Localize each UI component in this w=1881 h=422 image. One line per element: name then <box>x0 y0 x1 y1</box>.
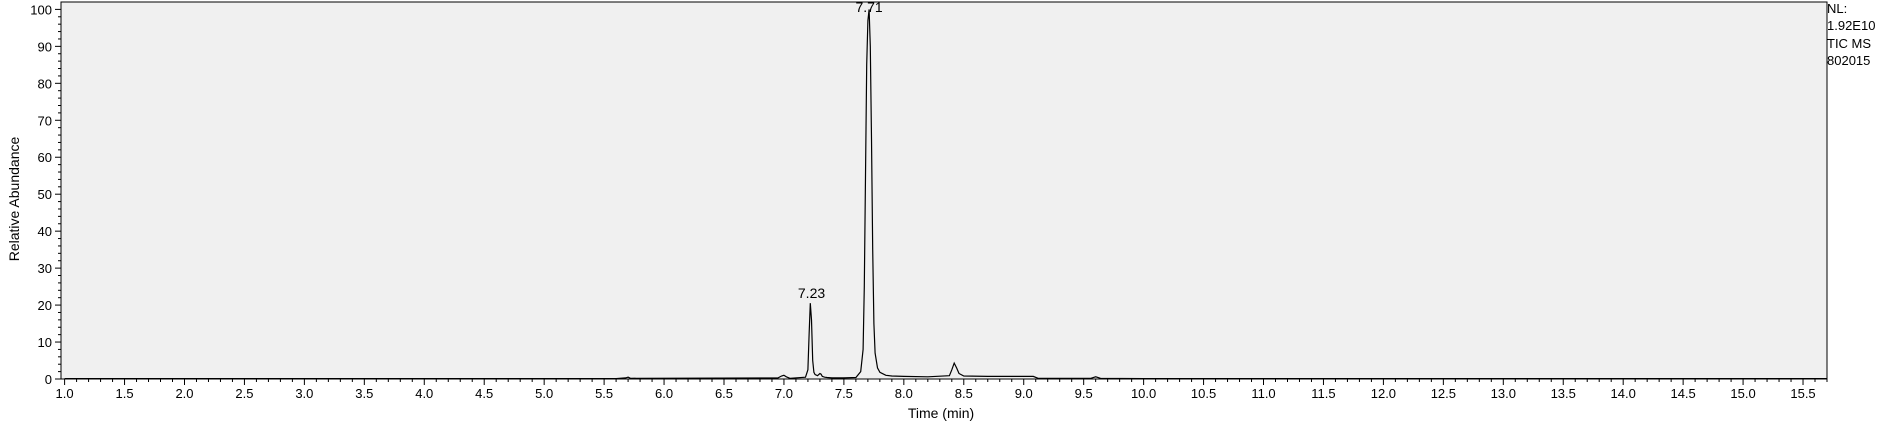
x-tick-label: 11.5 <box>1311 386 1335 401</box>
x-tick-label: 13.0 <box>1491 386 1516 401</box>
x-tick-label: 4.0 <box>415 386 433 401</box>
x-tick-label: 3.5 <box>355 386 373 401</box>
peak-label: 7.23 <box>798 285 825 301</box>
x-tick-label: 11.0 <box>1251 386 1275 401</box>
x-tick-label: 8.5 <box>955 386 973 401</box>
x-tick-label: 9.5 <box>1075 386 1093 401</box>
x-tick-label: 5.0 <box>535 386 553 401</box>
y-tick-label: 90 <box>38 39 52 54</box>
x-tick-label: 5.5 <box>595 386 613 401</box>
y-tick-label: 10 <box>38 335 52 350</box>
x-tick-label: 14.5 <box>1670 386 1695 401</box>
y-tick-label: 30 <box>38 261 52 276</box>
x-tick-label: 15.0 <box>1730 386 1755 401</box>
x-tick-label: 3.0 <box>295 386 313 401</box>
y-tick-label: 0 <box>45 372 52 387</box>
y-tick-label: 40 <box>38 224 52 239</box>
info-nl-value: 1.92E10 <box>1827 18 1876 33</box>
x-axis-ticks: 1.0 1.5 2.0 2.5 3.0 3.5 4.0 4.5 5.0 5.5 6.0 6.5 7.0 7… <box>56 379 1828 401</box>
x-tick-label: 12.5 <box>1431 386 1456 401</box>
x-tick-label: 12.0 <box>1371 386 1396 401</box>
info-scan-filter: TIC MS <box>1827 36 1872 51</box>
x-tick-label: 2.0 <box>175 386 193 401</box>
x-tick-label: 6.0 <box>655 386 673 401</box>
x-tick-label: 6.5 <box>715 386 733 401</box>
y-axis-ticks: 0 10 20 30 40 50 60 70 80 90 100 <box>30 2 61 387</box>
y-tick-label: 70 <box>38 113 52 128</box>
x-tick-label: 15.5 <box>1790 386 1815 401</box>
y-tick-label: 100 <box>30 2 52 17</box>
x-tick-label: 1.5 <box>116 386 134 401</box>
x-tick-label: 13.5 <box>1551 386 1576 401</box>
info-nl-label: NL: <box>1827 1 1848 16</box>
x-tick-label: 7.0 <box>775 386 793 401</box>
x-tick-label: 9.0 <box>1015 386 1033 401</box>
y-tick-label: 50 <box>38 187 52 202</box>
peak-label: 7.71 <box>855 0 882 15</box>
x-tick-label: 8.0 <box>895 386 913 401</box>
x-tick-label: 2.5 <box>235 386 253 401</box>
y-tick-label: 20 <box>38 298 52 313</box>
x-tick-label: 10.5 <box>1191 386 1216 401</box>
x-tick-label: 10.0 <box>1131 386 1156 401</box>
info-sample: 802015 <box>1827 53 1871 68</box>
plot-background <box>60 1 1828 380</box>
x-tick-label: 7.5 <box>835 386 853 401</box>
y-axis-title: Relative Abundance <box>6 137 22 262</box>
x-axis-title: Time (min) <box>908 405 974 421</box>
peak-labels: 7.23 7.71 <box>798 0 883 301</box>
x-tick-label: 1.0 <box>56 386 74 401</box>
y-tick-label: 80 <box>38 76 52 91</box>
x-tick-label: 14.0 <box>1611 386 1636 401</box>
x-tick-label: 4.5 <box>475 386 493 401</box>
y-tick-label: 60 <box>38 150 52 165</box>
tic-trace <box>64 9 1827 380</box>
